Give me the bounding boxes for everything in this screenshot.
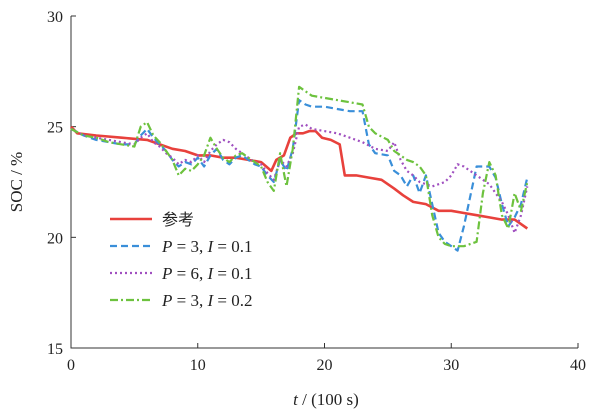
y-tick-label: 25: [47, 120, 63, 137]
legend-label-part: I: [206, 264, 214, 283]
legend-label: P = 6, I = 0.1: [161, 264, 253, 283]
x-tick-label: 40: [570, 357, 586, 374]
x-axis-title: t / (100 s): [293, 390, 359, 409]
legend-label-part: = 0.1: [213, 237, 252, 256]
x-tick-label: 30: [443, 357, 459, 374]
legend-label-part: = 3,: [172, 291, 207, 310]
series-layer: [70, 85, 529, 252]
x-axis-variable: t: [293, 390, 299, 409]
y-axis-title: SOC / %: [7, 152, 26, 212]
y-tick-label: 15: [47, 341, 63, 358]
legend-label-part: = 6,: [172, 264, 207, 283]
axes: [70, 16, 578, 349]
series-line-0: [70, 125, 529, 230]
legend-label-part: P: [161, 264, 172, 283]
legend-label-part: I: [206, 237, 214, 256]
legend-label-part: = 3,: [172, 237, 207, 256]
y-tick-label: 30: [47, 9, 63, 26]
y-tick-label: 20: [47, 230, 63, 247]
legend-label-part: P: [161, 291, 172, 310]
x-tick-label: 0: [67, 357, 75, 374]
axes-frame: [70, 16, 578, 349]
x-axis-unit: / (100 s): [298, 390, 359, 409]
series-line-3: [70, 85, 529, 248]
series-line-1: [70, 99, 529, 252]
tick-group: 0 10 20 30 40 15 20 25 30: [47, 9, 586, 374]
legend-label-part: = 0.1: [213, 264, 252, 283]
legend-label-part: I: [206, 291, 214, 310]
legend-label-part: = 0.2: [213, 291, 252, 310]
series-line-2: [70, 123, 529, 234]
legend-label: P = 3, I = 0.2: [161, 291, 253, 310]
legend-label-part: 参考: [162, 210, 194, 229]
legend: 参考P = 3, I = 0.1P = 6, I = 0.1P = 3, I =…: [110, 210, 253, 310]
x-tick-label: 20: [317, 357, 333, 374]
legend-label: P = 3, I = 0.1: [161, 237, 253, 256]
legend-label-part: P: [161, 237, 172, 256]
legend-label: 参考: [162, 210, 194, 229]
x-tick-label: 10: [190, 357, 206, 374]
